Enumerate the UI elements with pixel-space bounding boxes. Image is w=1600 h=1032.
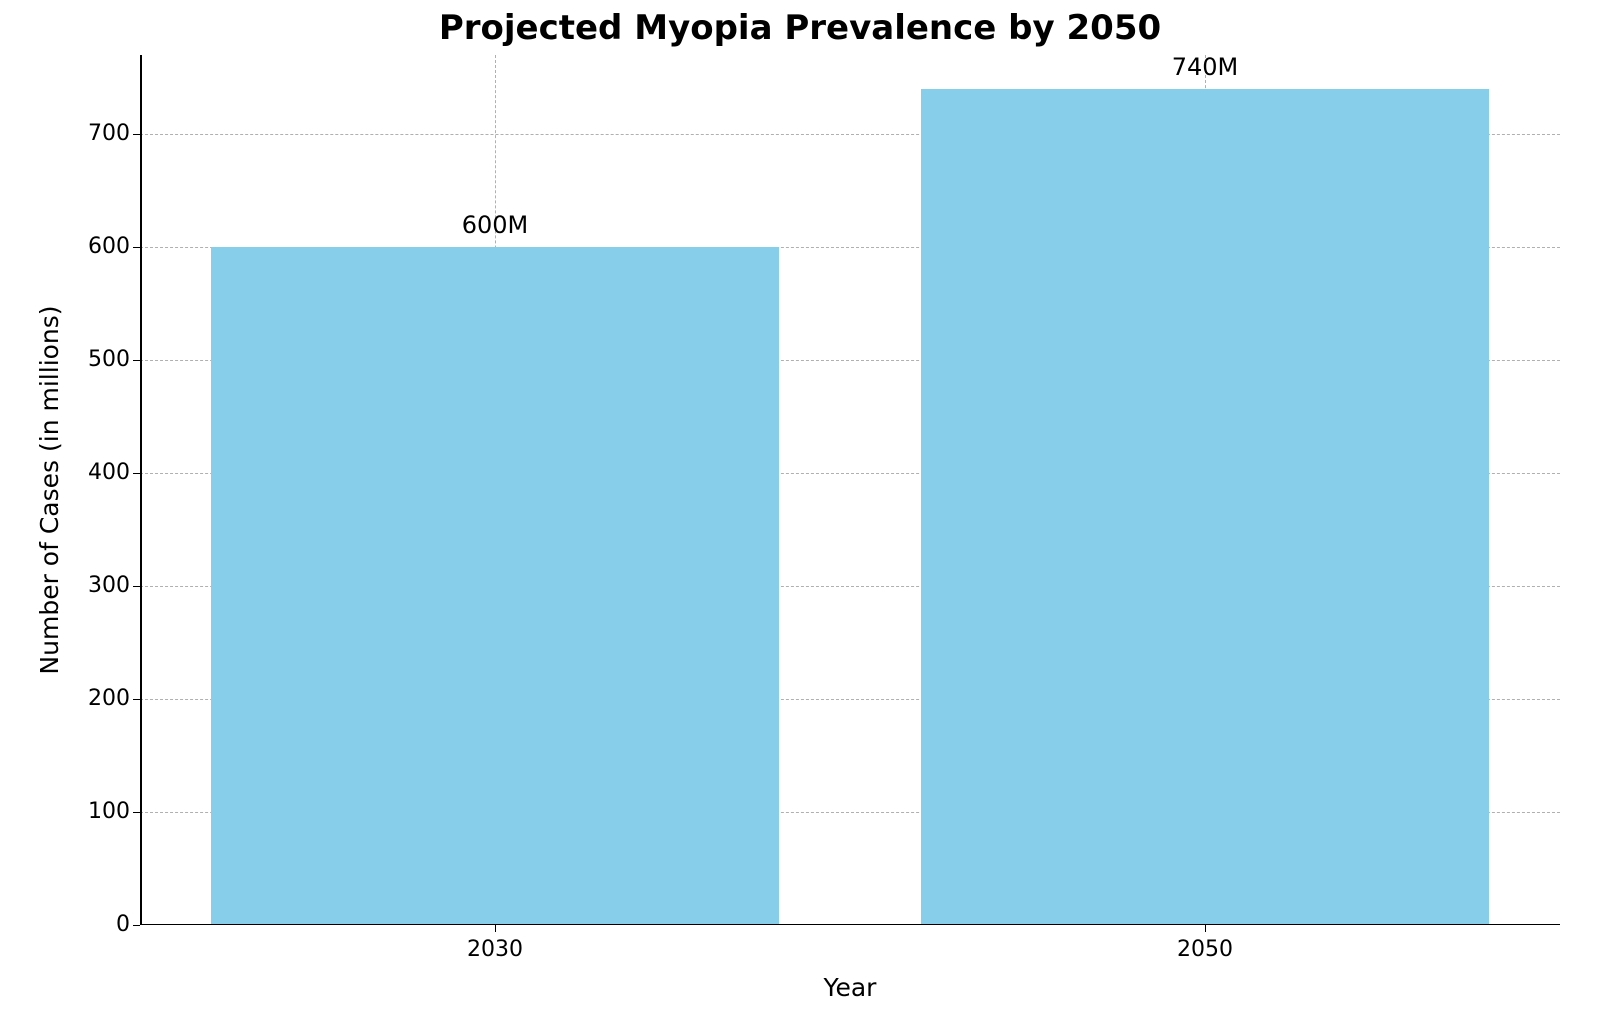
- y-tick-label: 700: [60, 121, 130, 146]
- y-tick-mark: [133, 925, 140, 927]
- y-tick-label: 200: [60, 686, 130, 711]
- y-tick-mark: [133, 360, 140, 362]
- bar-value-label: 740M: [921, 53, 1489, 81]
- bar-value-label: 600M: [211, 211, 779, 239]
- y-tick-mark: [133, 812, 140, 814]
- y-tick-label: 300: [60, 573, 130, 598]
- y-axis-label: Number of Cases (in millions): [35, 55, 64, 925]
- y-tick-mark: [133, 247, 140, 249]
- chart-title: Projected Myopia Prevalence by 2050: [0, 8, 1600, 48]
- y-axis-spine: [140, 55, 142, 925]
- chart-container: Projected Myopia Prevalence by 2050 600M…: [0, 0, 1600, 1032]
- y-tick-label: 500: [60, 347, 130, 372]
- y-tick-mark: [133, 586, 140, 588]
- y-tick-label: 0: [60, 912, 130, 937]
- y-tick-label: 400: [60, 460, 130, 485]
- x-tick-mark: [495, 925, 497, 932]
- x-tick-label: 2050: [1105, 937, 1305, 962]
- y-tick-label: 600: [60, 234, 130, 259]
- bar: [921, 89, 1489, 925]
- y-tick-mark: [133, 699, 140, 701]
- y-tick-label: 100: [60, 799, 130, 824]
- y-tick-mark: [133, 473, 140, 475]
- plot-area: 600M 740M: [140, 55, 1560, 925]
- x-tick-mark: [1205, 925, 1207, 932]
- bar: [211, 247, 779, 925]
- x-axis-spine: [140, 924, 1560, 926]
- x-axis-label: Year: [140, 973, 1560, 1002]
- y-tick-mark: [133, 134, 140, 136]
- x-tick-label: 2030: [395, 937, 595, 962]
